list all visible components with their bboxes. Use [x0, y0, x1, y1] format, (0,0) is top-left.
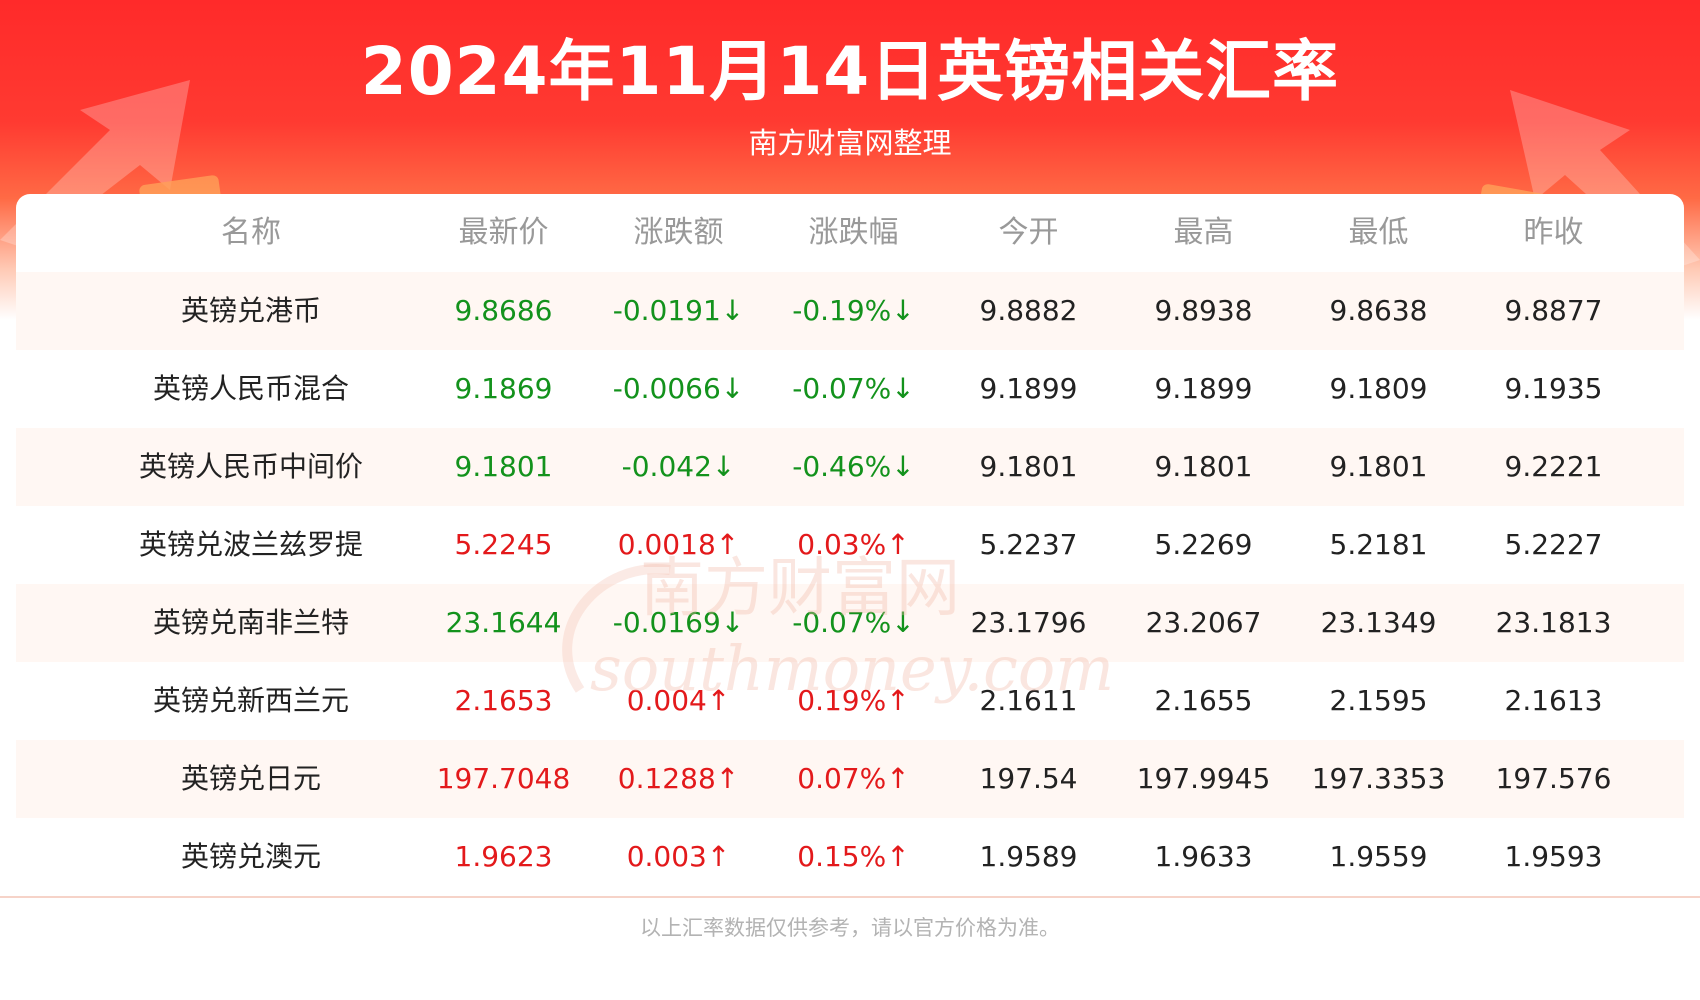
- row-low: 197.3353: [1311, 762, 1446, 795]
- row-open: 197.54: [979, 762, 1078, 795]
- row-high: 1.9633: [1154, 840, 1253, 873]
- row-change-pct: -0.07%↓: [792, 606, 915, 639]
- row-open: 2.1611: [979, 684, 1078, 717]
- row-latest: 9.1869: [454, 372, 553, 405]
- row-high: 5.2269: [1154, 528, 1253, 561]
- row-low: 23.1349: [1320, 606, 1437, 639]
- row-prev-close: 9.8877: [1504, 294, 1603, 327]
- rates-table: 名称 最新价 涨跌额 涨跌幅 今开 最高 最低 昨收 英镑兑港币 9.8686 -0…: [16, 194, 1684, 894]
- row-high: 197.9945: [1136, 762, 1271, 795]
- row-prev-close: 1.9593: [1504, 840, 1603, 873]
- page-title: 2024年11月14日英镑相关汇率: [360, 33, 1340, 110]
- row-prev-close: 5.2227: [1504, 528, 1603, 561]
- row-low: 9.1801: [1329, 450, 1428, 483]
- row-prev-close: 23.1813: [1495, 606, 1612, 639]
- row-name: 英镑兑日元: [180, 762, 321, 795]
- row-prev-close: 9.1935: [1504, 372, 1603, 405]
- row-open: 9.1899: [979, 372, 1078, 405]
- row-change: -0.0191↓: [612, 294, 745, 327]
- column-header-low: 最低: [1348, 215, 1409, 250]
- row-open: 9.1801: [979, 450, 1078, 483]
- table-header: 名称 最新价 涨跌额 涨跌幅 今开 最高 最低 昨收: [16, 194, 1684, 272]
- row-low: 9.8638: [1329, 294, 1428, 327]
- row-latest: 5.2245: [454, 528, 553, 561]
- column-header-open: 今开: [998, 215, 1059, 250]
- column-header-change-pct: 涨跌幅: [808, 215, 899, 250]
- row-prev-close: 9.2221: [1504, 450, 1603, 483]
- row-open: 1.9589: [979, 840, 1078, 873]
- row-change-pct: 0.07%↑: [797, 762, 910, 795]
- table-row: 英镑人民币混合 9.1869 -0.0066↓ -0.07%↓ 9.1899 9.1899…: [16, 350, 1684, 428]
- row-name: 英镑人民币中间价: [138, 450, 363, 483]
- column-header-latest: 最新价: [458, 215, 549, 250]
- row-name: 英镑兑新西兰元: [152, 684, 349, 717]
- footer-note: 以上汇率数据仅供参考，请以官方价格为准。: [640, 916, 1060, 940]
- table-row: 英镑兑新西兰元 2.1653 0.004↑ 0.19%↑ 2.1611 2.1655 2.1…: [16, 662, 1684, 740]
- row-change: 0.004↑: [626, 684, 731, 717]
- row-name: 英镑兑港币: [180, 294, 321, 327]
- row-name: 英镑人民币混合: [152, 372, 349, 405]
- footer-divider: [0, 896, 1700, 898]
- row-change-pct: 0.03%↑: [797, 528, 910, 561]
- row-high: 9.1801: [1154, 450, 1253, 483]
- row-low: 2.1595: [1329, 684, 1428, 717]
- row-latest: 23.1644: [445, 606, 562, 639]
- column-header-name: 名称: [221, 215, 281, 250]
- row-low: 9.1809: [1329, 372, 1428, 405]
- table-row: 英镑兑波兰兹罗提 5.2245 0.0018↑ 0.03%↑ 5.2237 5.2269 5…: [16, 506, 1684, 584]
- row-latest: 9.8686: [454, 294, 553, 327]
- column-header-change: 涨跌额: [633, 215, 724, 250]
- row-prev-close: 197.576: [1495, 762, 1612, 795]
- row-open: 9.8882: [979, 294, 1078, 327]
- row-change: 0.0018↑: [617, 528, 740, 561]
- row-latest: 197.7048: [436, 762, 571, 795]
- row-high: 9.1899: [1154, 372, 1253, 405]
- row-change: -0.042↓: [621, 450, 736, 483]
- row-prev-close: 2.1613: [1504, 684, 1603, 717]
- table-row: 英镑兑港币 9.8686 -0.0191↓ -0.19%↓ 9.8882 9.8938 9.…: [16, 272, 1684, 350]
- row-change-pct: 0.15%↑: [797, 840, 910, 873]
- table-row: 英镑兑南非兰特 23.1644 -0.0169↓ -0.07%↓ 23.1796 23.2…: [16, 584, 1684, 662]
- row-name: 英镑兑澳元: [180, 840, 321, 873]
- table-row: 英镑兑澳元 1.9623 0.003↑ 0.15%↑ 1.9589 1.9633 1.955…: [16, 818, 1684, 894]
- table-row: 英镑人民币中间价 9.1801 -0.042↓ -0.46%↓ 9.1801 9.1801…: [16, 428, 1684, 506]
- row-high: 9.8938: [1154, 294, 1253, 327]
- row-latest: 9.1801: [454, 450, 553, 483]
- row-change: 0.1288↑: [617, 762, 740, 795]
- row-change: -0.0066↓: [612, 372, 745, 405]
- row-high: 2.1655: [1154, 684, 1253, 717]
- row-latest: 1.9623: [454, 840, 553, 873]
- row-change-pct: -0.07%↓: [792, 372, 915, 405]
- row-change: -0.0169↓: [612, 606, 745, 639]
- row-name: 英镑兑波兰兹罗提: [138, 528, 363, 561]
- column-header-prev-close: 昨收: [1523, 215, 1584, 250]
- row-low: 1.9559: [1329, 840, 1428, 873]
- row-high: 23.2067: [1145, 606, 1262, 639]
- column-header-high: 最高: [1173, 215, 1234, 250]
- row-open: 23.1796: [970, 606, 1087, 639]
- row-low: 5.2181: [1329, 528, 1428, 561]
- row-latest: 2.1653: [454, 684, 553, 717]
- page-subtitle: 南方财富网整理: [748, 126, 952, 160]
- row-name: 英镑兑南非兰特: [152, 606, 349, 639]
- row-change-pct: 0.19%↑: [797, 684, 910, 717]
- row-change: 0.003↑: [626, 840, 731, 873]
- table-row: 英镑兑日元 197.7048 0.1288↑ 0.07%↑ 197.54 197.9945…: [16, 740, 1684, 818]
- row-change-pct: -0.19%↓: [792, 294, 915, 327]
- row-change-pct: -0.46%↓: [792, 450, 915, 483]
- row-open: 5.2237: [979, 528, 1078, 561]
